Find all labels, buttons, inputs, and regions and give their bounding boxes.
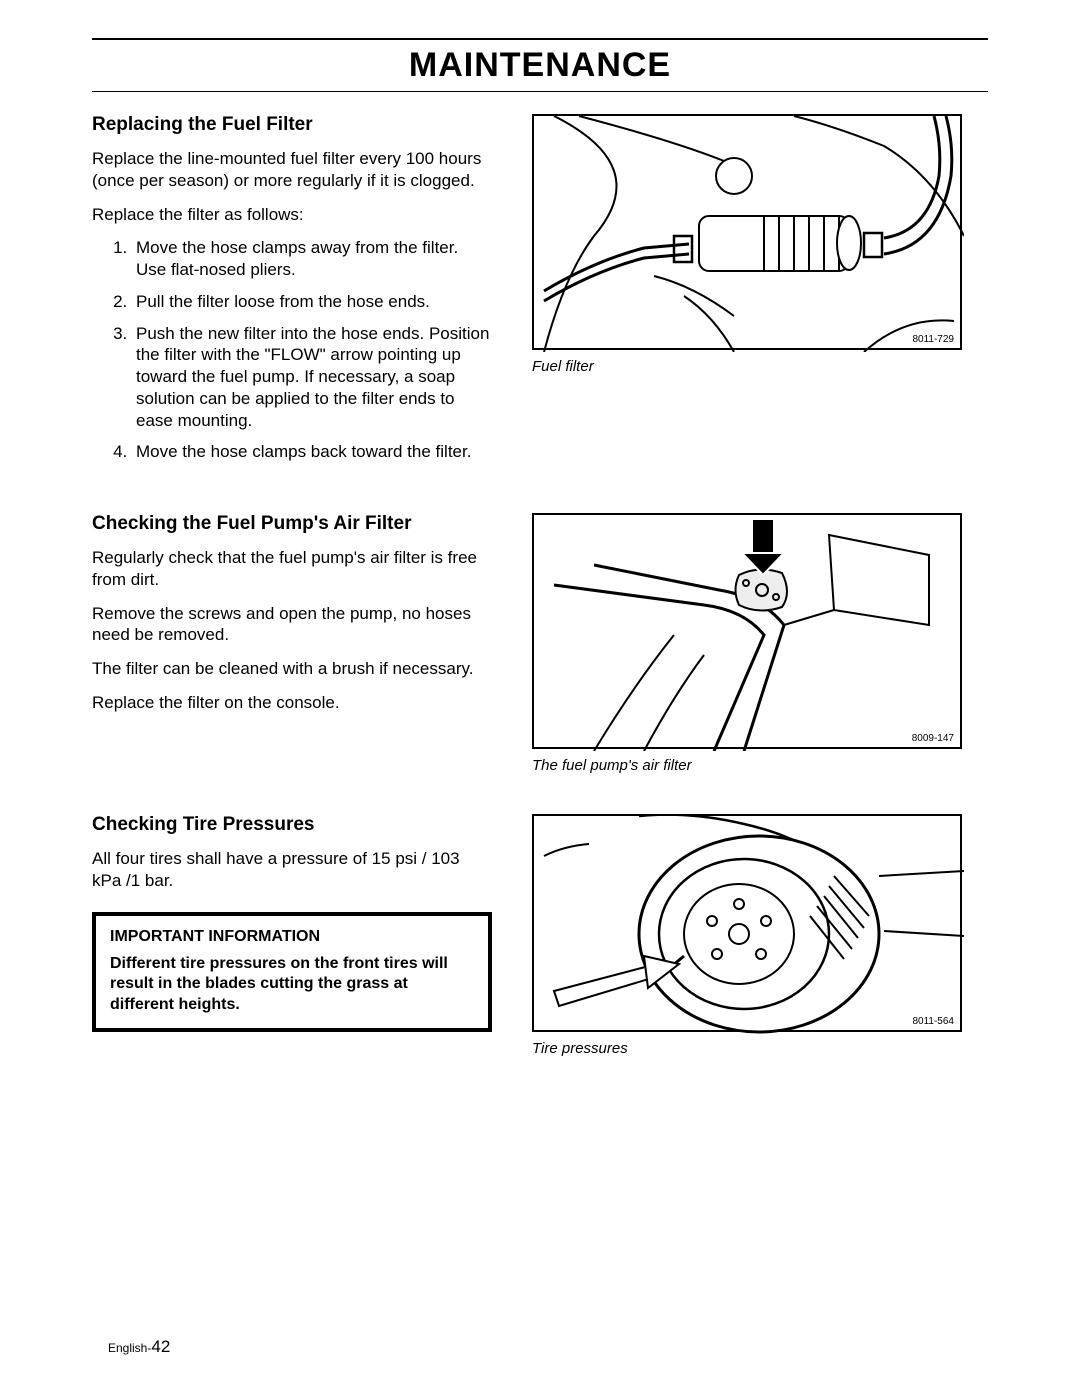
section1-heading: Replacing the Fuel Filter [92,114,492,136]
section1-p1: Replace the line-mounted fuel filter eve… [92,148,492,192]
figure-code: 8011-564 [912,1016,954,1027]
step: Move the hose clamps back toward the fil… [132,441,492,463]
figure-tire: 8011-564 [532,814,962,1032]
section1-figure-column: 8011-729 Fuel filter [532,114,962,473]
footer-lang: English- [108,1341,151,1355]
section-fuel-pump-air-filter: Checking the Fuel Pump's Air Filter Regu… [92,513,988,774]
step: Push the new filter into the hose ends. … [132,323,492,432]
section3-p1: All four tires shall have a pressure of … [92,848,492,892]
section2-p4: Replace the filter on the console. [92,692,492,714]
figure3-caption: Tire pressures [532,1040,962,1057]
tire-illustration [534,816,964,1034]
section1-text: Replacing the Fuel Filter Replace the li… [92,114,492,473]
section3-figure-column: 8011-564 Tire pressures [532,814,962,1057]
figure-code: 8011-729 [912,334,954,345]
title-underline [92,91,988,92]
page-footer: English-42 [108,1337,170,1357]
step: Pull the filter loose from the hose ends… [132,291,492,313]
info-body: Different tire pressures on the front ti… [110,954,474,1016]
section2-p1: Regularly check that the fuel pump's air… [92,547,492,591]
section1-steps: Move the hose clamps away from the filte… [92,237,492,463]
step: Move the hose clamps away from the filte… [132,237,492,281]
top-rule [92,38,988,40]
figure-fuel-filter: 8011-729 [532,114,962,350]
footer-page-number: 42 [151,1337,170,1356]
fuel-pump-illustration [534,515,964,751]
figure2-caption: The fuel pump's air filter [532,757,962,774]
info-title: IMPORTANT INFORMATION [110,928,474,946]
section3-text: Checking Tire Pressures All four tires s… [92,814,492,1057]
figure1-caption: Fuel filter [532,358,962,375]
section2-p2: Remove the screws and open the pump, no … [92,603,492,647]
section2-text: Checking the Fuel Pump's Air Filter Regu… [92,513,492,774]
fuel-filter-illustration [534,116,964,352]
figure-fuel-pump: 8009-147 [532,513,962,749]
important-info-box: IMPORTANT INFORMATION Different tire pre… [92,912,492,1032]
page-title: MAINTENANCE [92,46,988,85]
section1-p2: Replace the filter as follows: [92,204,492,226]
section2-figure-column: 8009-147 The fuel pump's air filter [532,513,962,774]
figure-code: 8009-147 [912,733,954,744]
section2-heading: Checking the Fuel Pump's Air Filter [92,513,492,535]
section-tire-pressures: Checking Tire Pressures All four tires s… [92,814,988,1057]
section2-p3: The filter can be cleaned with a brush i… [92,658,492,680]
section3-heading: Checking Tire Pressures [92,814,492,836]
section-fuel-filter: Replacing the Fuel Filter Replace the li… [92,114,988,473]
